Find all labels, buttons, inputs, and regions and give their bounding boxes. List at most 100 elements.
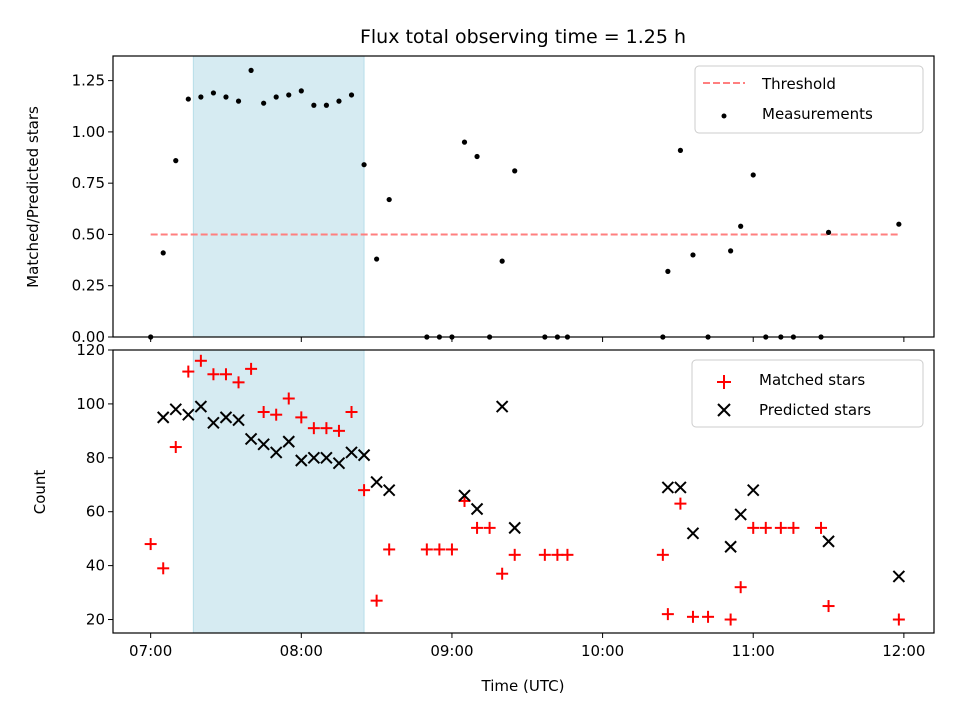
measurements-point bbox=[728, 248, 734, 254]
predicted-stars-point bbox=[194, 400, 208, 413]
matched-stars-point bbox=[420, 543, 433, 556]
measurements-point bbox=[738, 223, 744, 229]
measurements-point bbox=[173, 158, 179, 164]
top-highlight-span bbox=[192, 55, 365, 338]
measurements-point bbox=[223, 94, 229, 100]
matched-stars-point bbox=[332, 424, 345, 437]
y-tick-label: 20 bbox=[86, 611, 105, 629]
y-tick-label: 60 bbox=[86, 503, 105, 521]
matched-stars-point bbox=[358, 484, 371, 497]
matched-stars-point bbox=[307, 422, 320, 435]
measurements-point bbox=[286, 92, 292, 98]
bottom-legend: Matched stars Predicted stars bbox=[691, 359, 924, 428]
matched-stars-point bbox=[194, 354, 207, 367]
matched-stars-point bbox=[219, 368, 232, 381]
bottom-legend-box bbox=[691, 359, 924, 428]
matched-stars-point bbox=[508, 548, 521, 561]
predicted-stars-point bbox=[724, 540, 737, 553]
matched-stars-point bbox=[674, 497, 687, 510]
matched-stars-point bbox=[370, 594, 383, 607]
y-tick-label: 0.00 bbox=[72, 328, 105, 346]
measurements-point bbox=[361, 162, 367, 168]
predicted-stars-point bbox=[320, 451, 333, 465]
matched-stars-point bbox=[747, 521, 760, 534]
measurements-point bbox=[323, 102, 330, 108]
predicted-stars-point bbox=[370, 475, 383, 489]
matched-stars-point bbox=[551, 548, 564, 561]
predicted-stars-point bbox=[686, 527, 700, 540]
measurements-point bbox=[690, 252, 696, 258]
matched-stars-point bbox=[270, 408, 283, 421]
legend-threshold-label: Threshold bbox=[761, 75, 836, 93]
y-tick-label: 40 bbox=[86, 557, 105, 575]
measurements-point bbox=[298, 88, 304, 94]
predicted-stars-point bbox=[470, 502, 484, 516]
matched-stars-point bbox=[144, 538, 157, 551]
x-axis-label: Time (UTC) bbox=[481, 677, 565, 695]
predicted-stars-point bbox=[495, 400, 509, 413]
predicted-stars-point bbox=[508, 521, 521, 535]
predicted-stars-point bbox=[295, 454, 308, 467]
measurements-point bbox=[311, 102, 317, 108]
predicted-stars-point bbox=[269, 446, 283, 459]
matched-stars-point bbox=[815, 521, 828, 534]
predicted-stars-point bbox=[345, 446, 358, 459]
matched-stars-point bbox=[320, 422, 333, 435]
predicted-stars-point bbox=[219, 411, 233, 424]
matched-stars-point bbox=[686, 610, 699, 623]
measurements-point bbox=[198, 94, 204, 100]
matched-stars-point bbox=[892, 613, 905, 626]
bottom-highlight-span bbox=[192, 349, 365, 634]
matched-stars-point bbox=[822, 600, 835, 613]
matched-stars-point bbox=[724, 613, 737, 626]
predicted-stars-point bbox=[157, 411, 170, 424]
predicted-stars-point bbox=[661, 481, 675, 494]
legend-measurements-swatch bbox=[721, 113, 727, 119]
predicted-stars-point bbox=[182, 408, 195, 421]
matched-stars-point bbox=[787, 521, 800, 534]
measurements-point bbox=[248, 67, 254, 73]
measurements-point bbox=[235, 98, 242, 104]
bottom-panel: 20 40 60 80 100 120 07:00 08:00 09:00 10:00 11:00 1… bbox=[31, 341, 935, 695]
measurements-point bbox=[461, 139, 468, 145]
matched-stars-point bbox=[207, 368, 220, 381]
matched-stars-point bbox=[383, 543, 396, 556]
y-tick-label: 0.50 bbox=[72, 225, 105, 243]
measurements-point bbox=[374, 256, 380, 262]
x-tick-label: 07:00 bbox=[129, 642, 172, 660]
matched-stars-point bbox=[774, 521, 787, 534]
matched-stars-point bbox=[759, 521, 772, 534]
y-tick-label: 0.75 bbox=[72, 174, 105, 192]
matched-stars-point bbox=[538, 548, 551, 561]
measurements-point bbox=[750, 172, 756, 178]
predicted-stars-point bbox=[892, 570, 906, 583]
bottom-tick-group: 20 40 60 80 100 120 07:00 08:00 09:00 10:00 11:00 1… bbox=[76, 341, 925, 660]
matched-stars-point bbox=[445, 543, 458, 556]
chart-title: Flux total observing time = 1.25 h bbox=[360, 26, 686, 48]
measurements-point bbox=[185, 96, 191, 102]
predicted-stars-point bbox=[232, 413, 245, 427]
measurements-point bbox=[512, 168, 518, 174]
top-axes-frame bbox=[112, 55, 935, 338]
measurements-point bbox=[210, 90, 217, 96]
measurements-point bbox=[474, 153, 480, 160]
x-tick-label: 09:00 bbox=[430, 642, 473, 660]
matched-stars-point bbox=[734, 581, 747, 594]
matched-stars-point bbox=[433, 543, 446, 556]
measurements-point bbox=[336, 98, 342, 104]
measurements-point bbox=[896, 221, 902, 227]
predicted-stars-point bbox=[307, 451, 321, 465]
matched-stars-point bbox=[345, 405, 358, 418]
matched-stars-point bbox=[257, 405, 270, 418]
top-legend: Threshold Measurements bbox=[694, 65, 924, 134]
measurements-point bbox=[348, 92, 355, 98]
y-tick-label: 1.00 bbox=[72, 123, 105, 141]
matched-stars-point bbox=[169, 441, 182, 454]
matched-stars-point bbox=[702, 610, 715, 623]
matched-stars-point bbox=[496, 567, 509, 580]
predicted-stars-point bbox=[734, 508, 747, 521]
matched-stars-point bbox=[471, 521, 484, 534]
y-tick-label: 0.25 bbox=[72, 277, 105, 295]
legend-predicted-swatch bbox=[717, 403, 731, 417]
